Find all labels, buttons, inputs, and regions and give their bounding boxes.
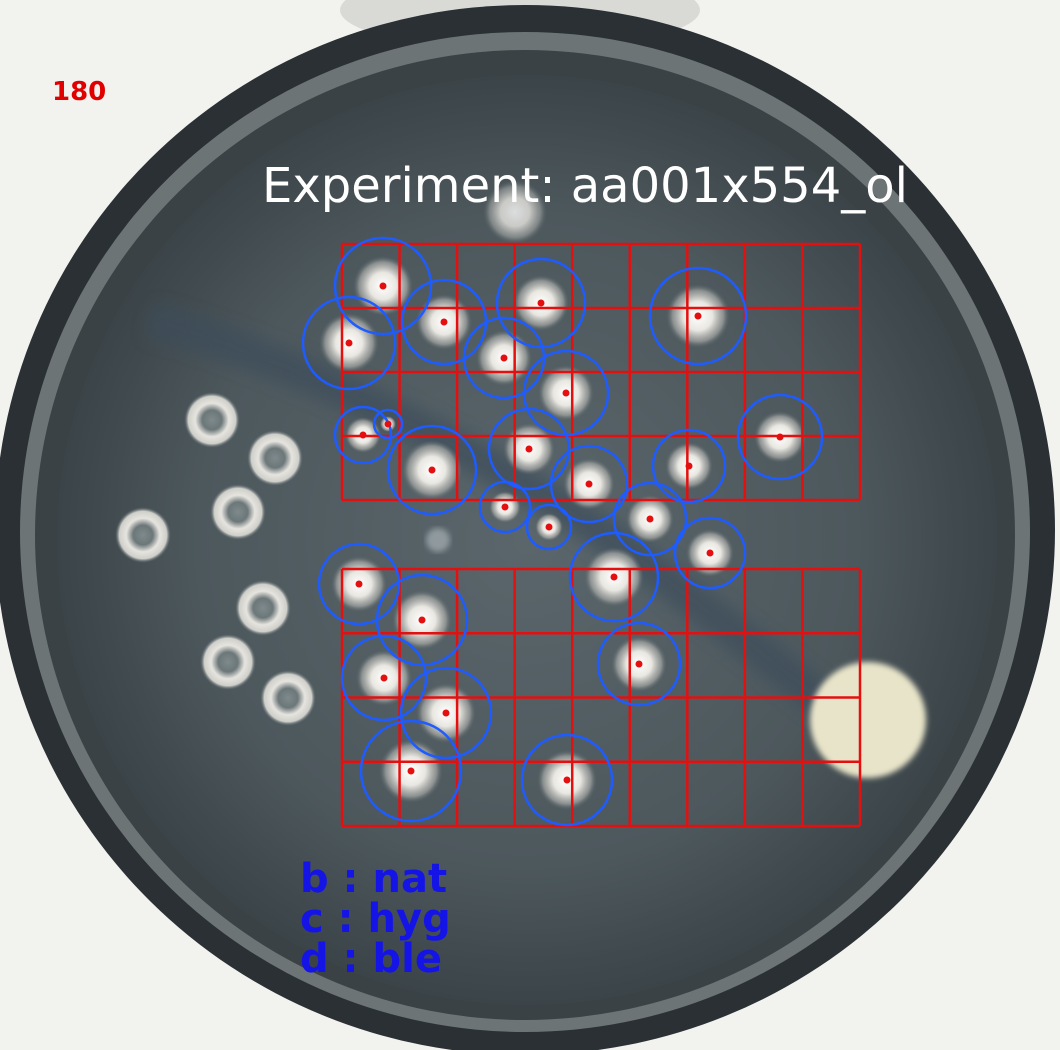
detection-center — [407, 767, 415, 775]
detection-center — [545, 523, 553, 531]
detection-circle — [736, 393, 824, 481]
detection-center — [610, 573, 618, 581]
detection-center — [442, 709, 450, 717]
detection-circle — [317, 542, 401, 626]
legend-item-ble: d : ble — [300, 936, 442, 982]
detection-center — [685, 462, 693, 470]
legend-item-nat: b : nat — [300, 856, 447, 902]
detection-center — [418, 616, 426, 624]
detection-center — [525, 445, 533, 453]
detection-center — [537, 299, 545, 307]
detection-circle — [596, 621, 682, 707]
detection-overlays — [301, 236, 824, 827]
detection-circle — [386, 424, 478, 516]
detection-center — [355, 580, 363, 588]
detection-center — [359, 431, 367, 439]
detection-center — [500, 354, 508, 362]
detection-center — [380, 674, 388, 682]
detection-circle — [375, 573, 469, 667]
detection-circle — [568, 531, 660, 623]
detection-circle — [333, 405, 393, 465]
detection-circle — [487, 407, 571, 491]
detection-circle — [399, 666, 493, 760]
lower-grid — [340, 567, 862, 828]
detection-center — [635, 660, 643, 668]
agar-streak — [145, 303, 881, 754]
grid-overlays — [340, 242, 862, 828]
detection-center — [384, 420, 392, 428]
detection-circle — [333, 236, 433, 336]
experiment-title: Experiment: aa001x554_ol — [262, 158, 908, 214]
detection-circle — [648, 266, 748, 366]
legend-item-hyg: c : hyg — [300, 896, 451, 942]
detection-center — [706, 549, 714, 557]
detection-circle — [651, 428, 727, 504]
detection-center — [646, 515, 654, 523]
detection-circle — [673, 516, 747, 590]
detection-circle — [495, 257, 587, 349]
legend: b : nat c : hyg d : ble — [300, 856, 451, 982]
detection-circle — [612, 481, 688, 557]
detection-circle — [301, 295, 397, 391]
detection-center — [585, 480, 593, 488]
detection-center — [501, 503, 509, 511]
detection-circle — [478, 480, 532, 534]
detection-center — [379, 282, 387, 290]
detection-circle — [549, 444, 629, 524]
untracked-colonies — [115, 180, 547, 726]
detection-circle — [525, 503, 573, 551]
detection-circle — [372, 408, 404, 440]
upper-grid — [340, 242, 862, 502]
detection-center — [345, 339, 353, 347]
detection-center — [428, 466, 436, 474]
detection-circle — [340, 634, 428, 722]
plate-count-label: 180 — [52, 77, 106, 107]
detection-center — [440, 318, 448, 326]
detection-circle — [520, 733, 614, 827]
detection-center — [694, 312, 702, 320]
detection-center — [776, 433, 784, 441]
detection-center — [563, 776, 571, 784]
detection-center — [562, 389, 570, 397]
large-colony — [810, 662, 926, 778]
detection-circle — [359, 719, 463, 823]
